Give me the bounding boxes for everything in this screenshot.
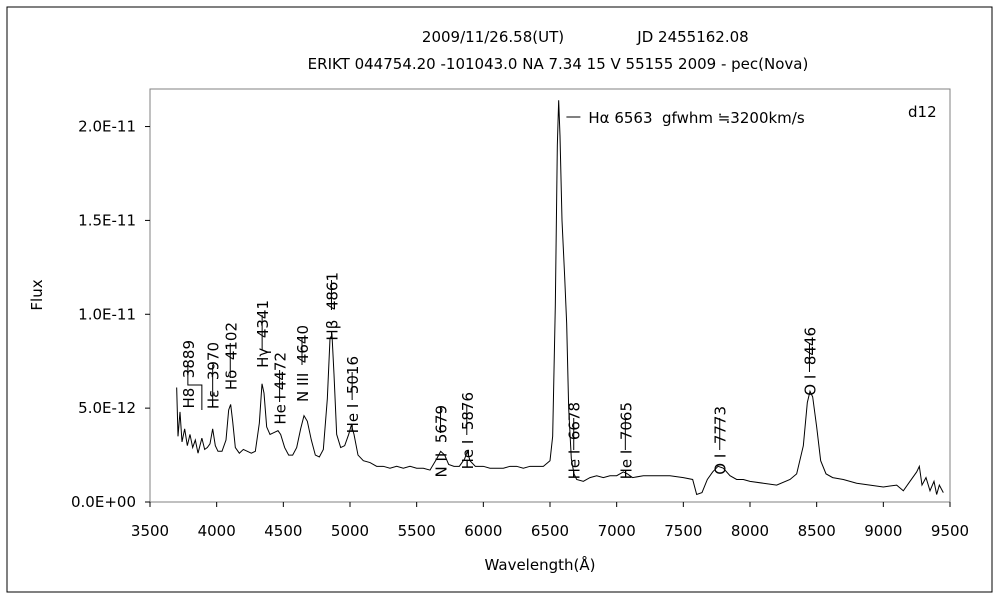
x-tick-label: 9500 bbox=[931, 522, 969, 540]
x-tick-label: 8000 bbox=[731, 522, 769, 540]
line-label: Hε 3970 bbox=[205, 342, 223, 409]
line-label: He I 5016 bbox=[344, 356, 362, 433]
y-tick-label: 0.0E+00 bbox=[71, 493, 136, 511]
x-tick-label: 7000 bbox=[598, 522, 636, 540]
x-axis-label: Wavelength(Å) bbox=[485, 555, 596, 574]
line-label: Hα 6563 gfwhm ≒3200km/s bbox=[588, 109, 804, 127]
x-tick-label: 6500 bbox=[531, 522, 569, 540]
y-tick-label: 2.0E-11 bbox=[78, 118, 136, 136]
y-tick-label: 1.5E-11 bbox=[78, 211, 136, 229]
x-tick-label: 5500 bbox=[398, 522, 436, 540]
line-label: Hδ 4102 bbox=[222, 322, 240, 390]
line-label: Hβ 4861 bbox=[323, 272, 341, 341]
x-tick-label: 3500 bbox=[131, 522, 169, 540]
line-label: O I 7773 bbox=[712, 406, 730, 475]
x-tick-label: 7500 bbox=[664, 522, 702, 540]
x-tick-label: 6000 bbox=[464, 522, 502, 540]
line-label: N III 4640 bbox=[294, 325, 312, 402]
line-label: He I 6678 bbox=[566, 402, 584, 479]
x-tick-label: 4500 bbox=[264, 522, 302, 540]
chart-title: 2009/11/26.58(UT) bbox=[422, 28, 564, 46]
spectrum-tag: d12 bbox=[908, 103, 937, 121]
line-label: He I 4472 bbox=[272, 352, 290, 425]
line-label: He I 7065 bbox=[617, 402, 635, 479]
x-tick-label: 8500 bbox=[798, 522, 836, 540]
label-marker bbox=[187, 365, 203, 410]
line-label: He I 5876 bbox=[459, 392, 477, 469]
chart-title-jd: JD 2455162.08 bbox=[636, 28, 748, 46]
line-label: N II 5679 bbox=[433, 405, 451, 478]
line-label: H8 3889 bbox=[180, 340, 198, 409]
x-tick-label: 9000 bbox=[864, 522, 902, 540]
x-tick-label: 4000 bbox=[198, 522, 236, 540]
spectrum-line bbox=[176, 100, 944, 496]
y-tick-label: 5.0E-12 bbox=[78, 399, 136, 417]
plot-area bbox=[149, 88, 951, 503]
y-axis-label: Flux bbox=[28, 279, 46, 310]
chart-subtitle: ERIKT 044754.20 -101043.0 NA 7.34 15 V 5… bbox=[308, 55, 809, 73]
x-tick-label: 5000 bbox=[331, 522, 369, 540]
line-label: Hγ 4341 bbox=[254, 300, 272, 368]
line-label: O I 8446 bbox=[801, 327, 819, 396]
y-tick-label: 1.0E-11 bbox=[78, 305, 136, 323]
